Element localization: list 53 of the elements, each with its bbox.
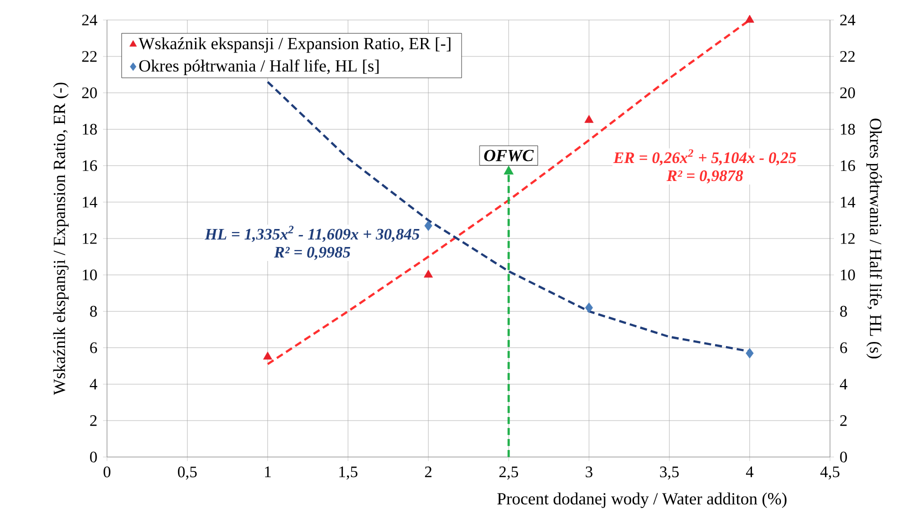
text: ER = 0,26x$^{2}$ + 5,104x - 0,25 [613, 149, 796, 166]
point [424, 270, 433, 278]
legend-label: Wskaźnik ekspansji / Expansion Ratio, ER [-] [138, 37, 450, 53]
x-tick-label: 3,5 [660, 466, 679, 480]
legend-label: Okres półtrwania / Half life, HL [s] [139, 59, 379, 76]
x-tick-label: 1,5 [339, 466, 358, 480]
y-tick-label: 22 [82, 51, 97, 62]
point [424, 220, 432, 231]
y2-tick-label: 16 [840, 160, 856, 172]
point [746, 348, 754, 358]
y2-axis-title: Okres półtrwania / Half life, HL (s) [866, 118, 882, 358]
y-tick-label: 10 [82, 270, 97, 280]
text: HL = 1,335x$^{2}$ - 11,609x + 30,845 [204, 226, 420, 242]
y2-tick-label: 12 [840, 233, 855, 244]
y2-tick-label: 2 [840, 415, 847, 426]
x-tick-label: 4,5 [820, 466, 840, 480]
y-tick-label: 18 [82, 124, 97, 135]
annotation: R² = 0,9985 [274, 246, 350, 260]
y-tick-label: 6 [90, 342, 97, 354]
x-tick-label: 4 [746, 466, 754, 478]
x-tick-label: 2,5 [499, 466, 518, 480]
y-tick-label: 8 [90, 306, 97, 317]
y2-tick-label: 6 [840, 342, 848, 354]
y-axis-title: Wskaźnik ekspansji / Expansion Ratio, ER (-) [53, 82, 69, 395]
point [745, 14, 754, 23]
y-tick-label: 20 [82, 87, 97, 98]
y-tick-label: 24 [82, 14, 98, 26]
y2-tick-label: 14 [840, 196, 856, 208]
y2-tick-label: 20 [840, 87, 855, 98]
x-tick-label: 3 [586, 466, 592, 478]
y2-tick-label: 0 [840, 452, 847, 462]
x-axis-title: Procent dodanej wody / Water additon (%) [497, 492, 786, 508]
y-tick-label: 0 [90, 452, 97, 462]
y-tick-label: 12 [82, 233, 97, 244]
point [585, 302, 593, 313]
y2-tick-label: 10 [840, 270, 855, 280]
y2-tick-label: 22 [840, 51, 855, 62]
x-tick-label: 2 [425, 466, 432, 478]
y2-tick-label: 8 [840, 306, 847, 317]
point [263, 352, 272, 360]
y2-tick-label: 18 [840, 124, 855, 135]
y-tick-label: 2 [90, 415, 97, 426]
ref-line-label: OFWC [484, 150, 534, 162]
x-tick-label: 0,5 [178, 466, 197, 480]
y2-tick-label: 4 [840, 378, 848, 390]
y-tick-label: 4 [90, 378, 98, 390]
annotation: R² = 0,9878 [666, 170, 743, 184]
y-tick-label: 14 [82, 196, 98, 208]
point [584, 114, 594, 123]
y-tick-label: 16 [82, 160, 97, 172]
x-tick-label: 0 [104, 466, 110, 478]
x-tick-label: 1 [265, 466, 271, 478]
y2-tick-label: 24 [840, 14, 856, 26]
